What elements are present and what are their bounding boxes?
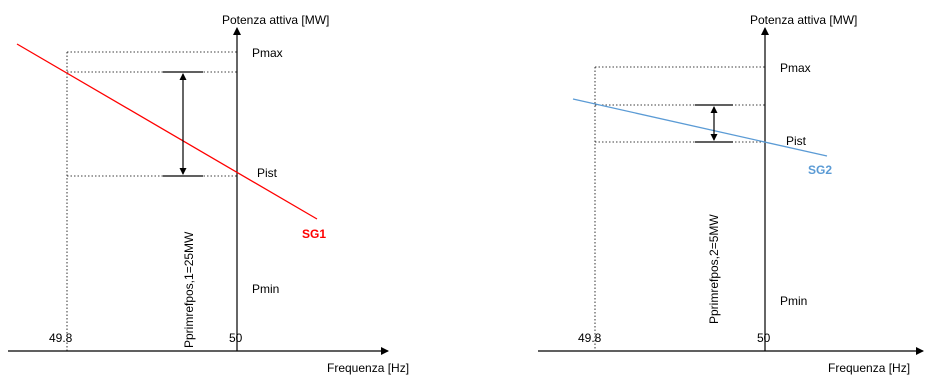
left-y-axis-label: Potenza attiva [MW] bbox=[222, 13, 329, 27]
left-pmax-label: Pmax bbox=[252, 46, 283, 60]
left-pist-label: Pist bbox=[257, 166, 278, 180]
sg2-droop-line bbox=[572, 98, 828, 157]
left-delta-label: Pprimrefpos,1=25MW bbox=[182, 231, 196, 348]
right-tick-50: 50 bbox=[757, 331, 771, 345]
right-pmin-label: Pmin bbox=[780, 294, 807, 308]
right-guides bbox=[594, 66, 765, 351]
sg1-label: SG1 bbox=[302, 227, 326, 241]
right-y-axis-label: Potenza attiva [MW] bbox=[750, 13, 857, 27]
left-x-axis-label: Frequenza [Hz] bbox=[327, 361, 409, 375]
left-guides bbox=[66, 51, 237, 351]
right-delta-label: Pprimrefpos,2=5MW bbox=[707, 214, 721, 324]
right-x-axis-label: Frequenza [Hz] bbox=[828, 361, 910, 375]
left-tick-50: 50 bbox=[229, 331, 243, 345]
left-pmin-label: Pmin bbox=[252, 282, 279, 296]
right-tick-49-8: 49.8 bbox=[578, 331, 602, 345]
left-panel: Potenza attiva [MW] Pmax Pist Pmin 49.8 … bbox=[8, 13, 409, 375]
left-tick-49-8: 49.8 bbox=[49, 331, 73, 345]
right-pist-label: Pist bbox=[786, 134, 807, 148]
right-panel: Potenza attiva [MW] Pmax Pist Pmin 49.8 … bbox=[538, 13, 924, 375]
right-pmax-label: Pmax bbox=[780, 61, 811, 75]
sg2-label: SG2 bbox=[808, 163, 832, 177]
sg1-droop-line bbox=[16, 43, 318, 220]
